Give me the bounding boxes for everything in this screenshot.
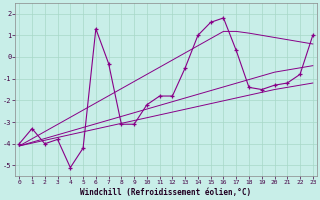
X-axis label: Windchill (Refroidissement éolien,°C): Windchill (Refroidissement éolien,°C) — [80, 188, 252, 197]
